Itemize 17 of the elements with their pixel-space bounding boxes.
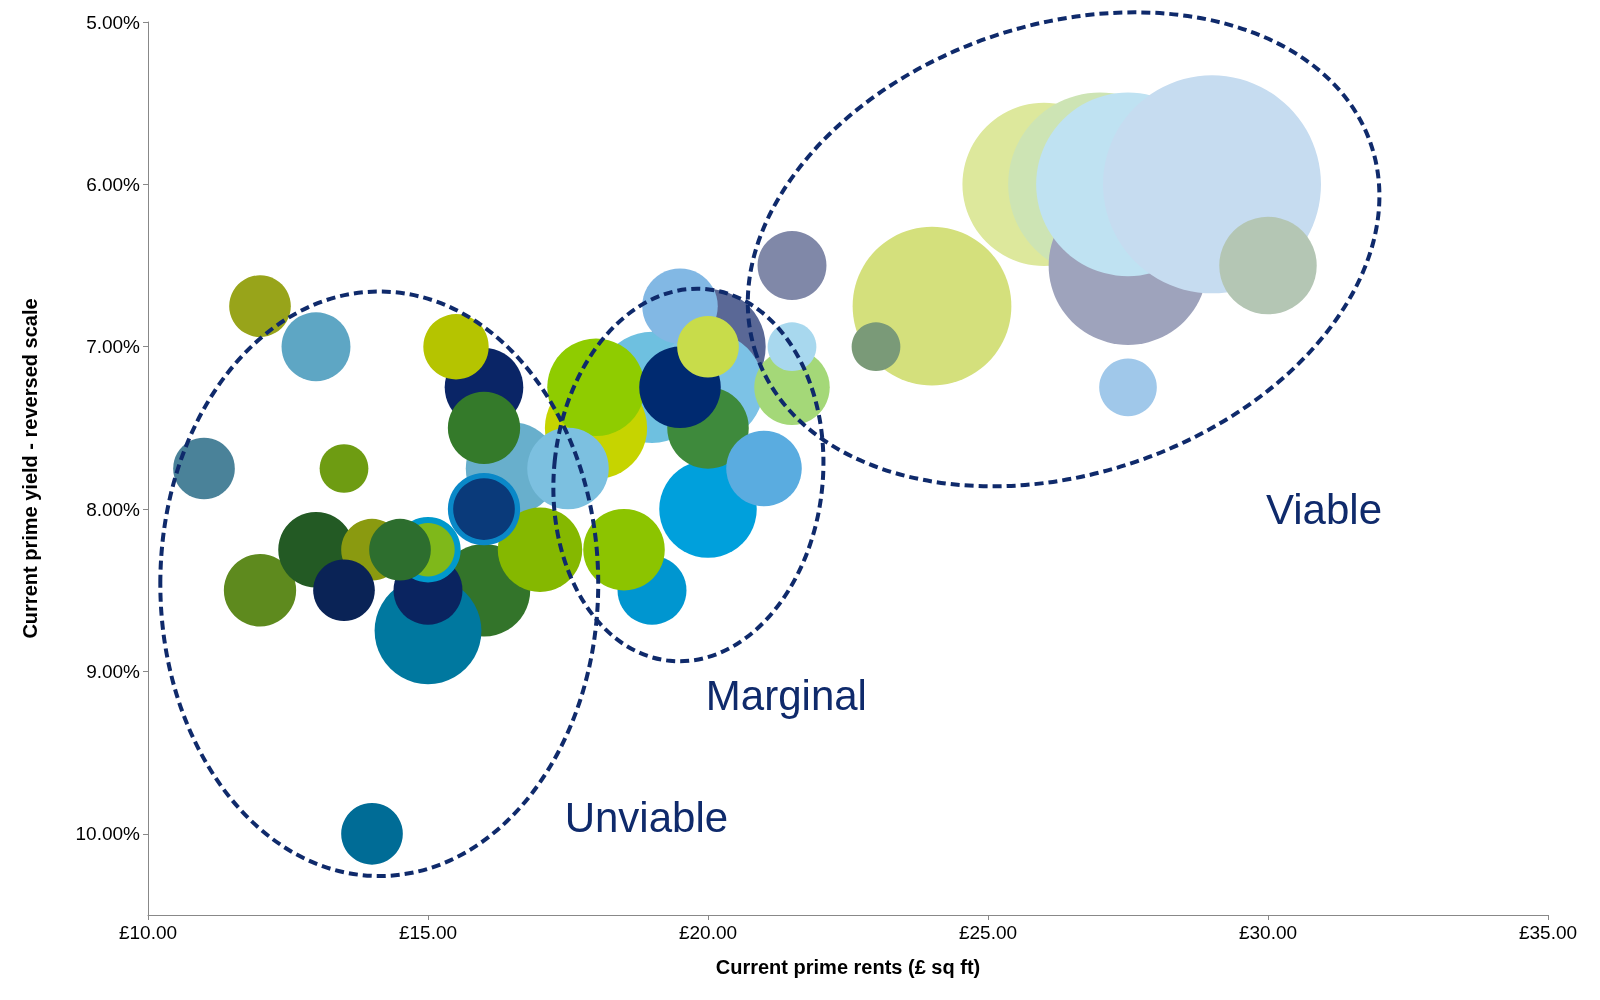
- annotation: Viable: [1266, 485, 1382, 533]
- x-tick-label: £30.00: [1238, 922, 1298, 943]
- x-tick-label: £20.00: [678, 922, 738, 943]
- y-tick-label: 6.00%: [86, 173, 141, 195]
- x-tick-label: £15.00: [398, 922, 458, 943]
- y-tick-label: 5.00%: [86, 11, 141, 33]
- annotation: Unviable: [564, 794, 729, 842]
- annotation: Marginal: [705, 672, 867, 720]
- x-tick-label: £10.00: [118, 922, 178, 943]
- y-tick-label: 9.00%: [86, 660, 141, 682]
- x-tick-label: £25.00: [958, 922, 1018, 943]
- y-tick-label: 8.00%: [86, 498, 141, 520]
- y-tick-label: 7.00%: [86, 336, 141, 358]
- y-tick-label: 10.00%: [75, 823, 141, 845]
- x-tick-label: £35.00: [1518, 922, 1578, 943]
- x-axis-title: Current prime rents (£ sq ft): [715, 956, 981, 978]
- y-axis-title: Current prime yield - reversed scale: [19, 298, 41, 639]
